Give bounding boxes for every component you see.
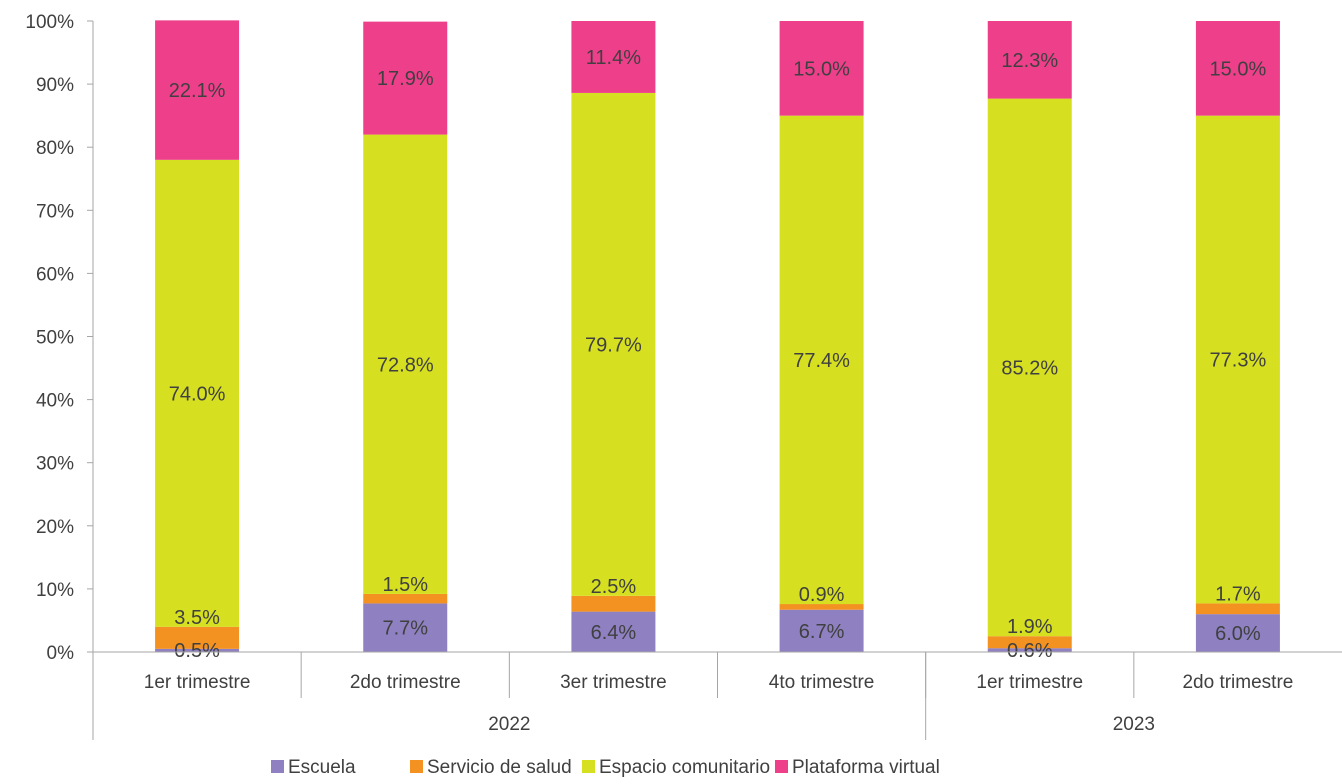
y-tick-label: 20% — [36, 517, 74, 538]
data-label: 1.9% — [1007, 616, 1053, 638]
bar-segment-escuela — [779, 609, 864, 652]
legend-label: Plataforma virtual — [792, 757, 940, 778]
legend: Escuela Servicio de salud Espacio comunita… — [271, 757, 940, 778]
data-label: 3.5% — [174, 607, 220, 629]
y-axis: 0% 10% 20% 30% 40% 50% 60% 70% 80% 90% 100% — [25, 12, 94, 664]
bar-segment-escuela — [155, 648, 240, 652]
data-label: 77.4% — [793, 350, 850, 372]
data-label: 15.0% — [793, 58, 850, 80]
data-label: 1.7% — [1215, 583, 1261, 605]
x-group-label: 2023 — [1113, 714, 1155, 735]
bar-segment-espacio-comunitario — [571, 92, 656, 596]
x-category-label: 2do trimestre — [350, 672, 461, 693]
data-label: 12.3% — [1001, 50, 1058, 72]
bar-segment-espacio-comunitario — [363, 134, 448, 594]
y-tick-label: 100% — [25, 12, 74, 33]
legend-swatch — [271, 760, 284, 773]
bar-segment-espacio-comunitario — [155, 159, 240, 627]
data-label: 79.7% — [585, 334, 642, 356]
bar-segment-plataforma-virtual — [155, 20, 240, 160]
bars-layer — [155, 20, 1280, 652]
y-tick-label: 0% — [47, 643, 75, 664]
bar-segment-plataforma-virtual — [1195, 21, 1280, 116]
bar-segment-servicio-de-salud — [155, 626, 240, 649]
legend-label: Escuela — [288, 757, 356, 778]
y-tick-label: 80% — [36, 138, 74, 159]
bar-segment-escuela — [363, 603, 448, 652]
y-tick-label: 60% — [36, 264, 74, 285]
y-tick-label: 10% — [36, 580, 74, 601]
bar-segment-escuela — [1195, 614, 1280, 652]
legend-swatch — [775, 760, 788, 773]
data-label: 22.1% — [169, 80, 226, 102]
x-category-label: 1er trimestre — [144, 672, 251, 693]
bar-segment-servicio-de-salud — [1195, 603, 1280, 615]
data-label: 6.7% — [799, 621, 845, 643]
y-tick-label: 70% — [36, 201, 74, 222]
data-label: 72.8% — [377, 354, 434, 376]
legend-label: Servicio de salud — [427, 757, 572, 778]
legend-swatch — [582, 760, 595, 773]
bar-segment-servicio-de-salud — [571, 595, 656, 612]
bar-segment-plataforma-virtual — [363, 21, 448, 135]
x-category-label: 4to trimestre — [769, 672, 875, 693]
data-label: 6.4% — [591, 622, 637, 644]
x-axis: 2022 2023 1er trimestre 2do trimestre 3er tr… — [92, 651, 1342, 740]
legend-label: Espacio comunitario — [599, 757, 770, 778]
y-tick-label: 30% — [36, 454, 74, 475]
bar-segment-escuela — [987, 648, 1072, 652]
bar-segment-plataforma-virtual — [571, 21, 656, 93]
data-label: 6.0% — [1215, 623, 1261, 645]
y-tick-label: 90% — [36, 75, 74, 96]
data-label: 77.3% — [1210, 350, 1267, 372]
bar-segment-plataforma-virtual — [987, 21, 1072, 99]
data-label: 15.0% — [1210, 58, 1267, 80]
y-tick-label: 50% — [36, 328, 74, 349]
bar-segment-espacio-comunitario — [779, 115, 864, 605]
bar-segment-escuela — [571, 611, 656, 652]
data-label: 17.9% — [377, 68, 434, 90]
data-label: 7.7% — [382, 618, 428, 640]
data-label: 11.4% — [586, 47, 641, 69]
bar-segment-servicio-de-salud — [363, 593, 448, 604]
data-label: 0.9% — [799, 584, 845, 606]
data-label: 0.6% — [1007, 640, 1053, 662]
bar-segment-espacio-comunitario — [1195, 115, 1280, 604]
bar-segment-servicio-de-salud — [987, 636, 1072, 649]
data-label: 2.5% — [591, 576, 637, 598]
x-category-label: 2do trimestre — [1182, 672, 1293, 693]
y-tick-label: 40% — [36, 391, 74, 412]
data-label: 85.2% — [1001, 357, 1058, 379]
bar-segment-plataforma-virtual — [779, 21, 864, 116]
bar-segment-servicio-de-salud — [779, 604, 864, 610]
data-labels-layer: 0.5% 3.5% 74.0% 22.1% 7.7% 1.5% 72.8% 17.9% 6.4%… — [169, 47, 1267, 662]
x-category-label: 1er trimestre — [976, 672, 1083, 693]
bar-segment-espacio-comunitario — [987, 98, 1072, 637]
data-label: 1.5% — [382, 574, 428, 596]
x-group-label: 2022 — [488, 714, 530, 735]
data-label: 0.5% — [174, 640, 220, 662]
x-category-label: 3er trimestre — [560, 672, 667, 693]
legend-swatch — [410, 760, 423, 773]
data-label: 74.0% — [169, 383, 226, 405]
